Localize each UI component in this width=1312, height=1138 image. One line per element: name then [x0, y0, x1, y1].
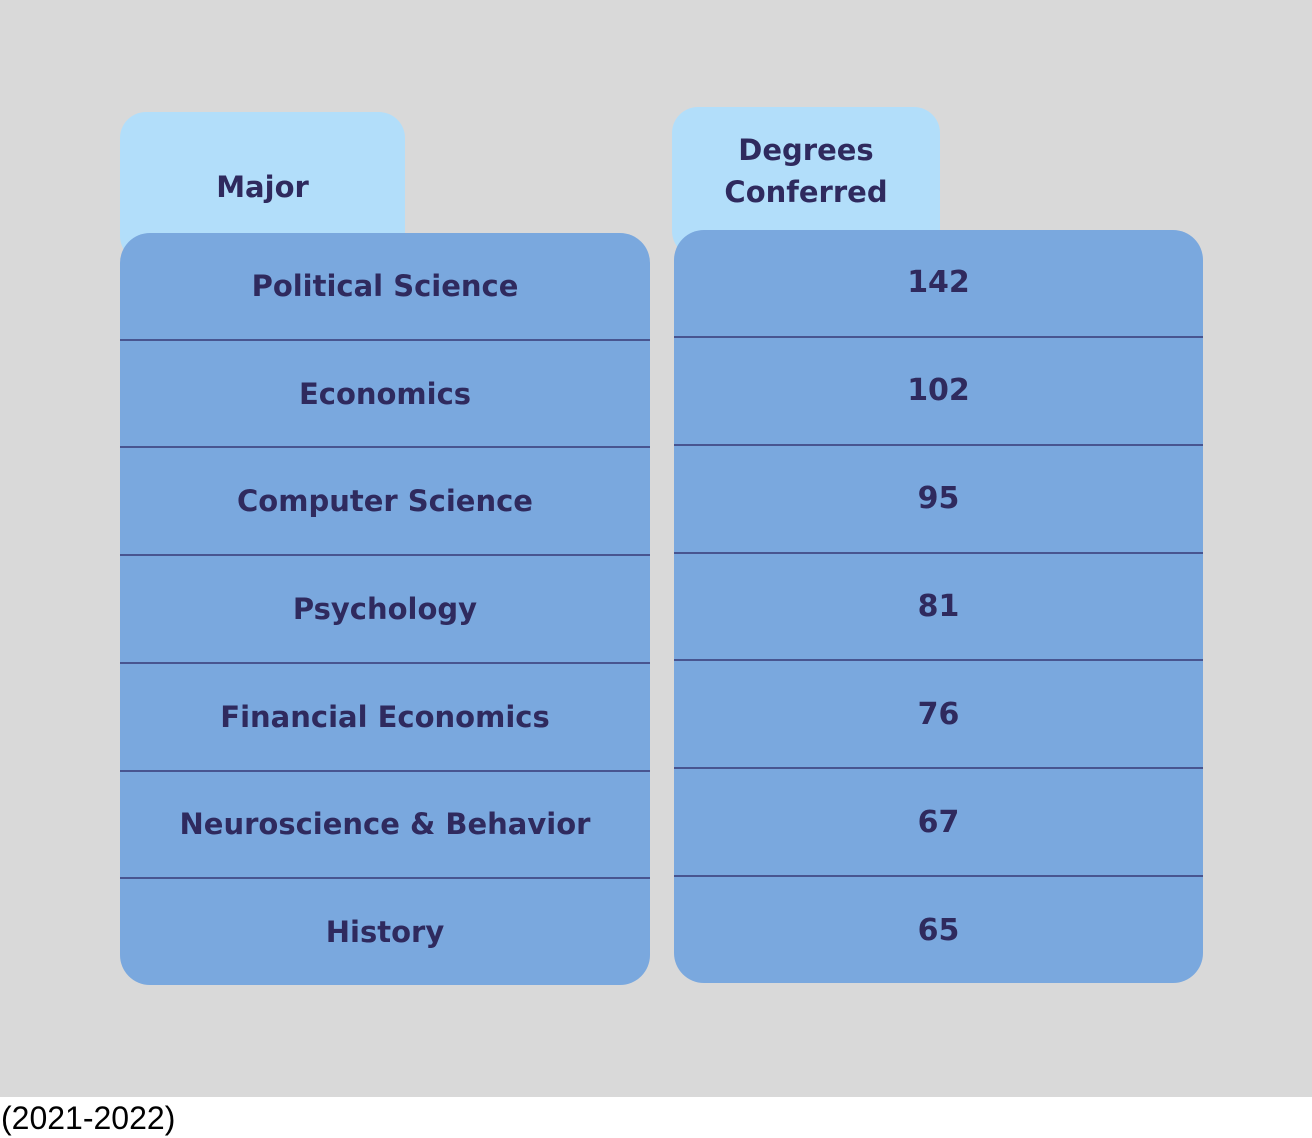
degrees-cell: 81	[917, 589, 960, 624]
table-row: Economics	[120, 341, 650, 449]
table-row: 142	[674, 230, 1203, 338]
major-cell: Psychology	[292, 592, 478, 627]
degrees-cell: 76	[917, 696, 960, 732]
major-column: Political Science Economics Computer Sci…	[120, 233, 650, 985]
table-row: 76	[674, 661, 1203, 770]
table-row: Computer Science	[120, 448, 650, 557]
degrees-cell: 65	[917, 912, 960, 948]
table-row: Neuroscience & Behavior	[120, 772, 650, 880]
major-cell: Neuroscience & Behavior	[179, 807, 591, 842]
table-row: Financial Economics	[120, 664, 650, 772]
degrees-cell: 67	[917, 804, 960, 840]
major-cell: Computer Science	[237, 484, 533, 519]
footer-strip: (2021-2022)	[0, 1097, 1312, 1138]
degrees-cell: 95	[917, 481, 960, 517]
major-cell: Political Science	[251, 268, 519, 303]
major-cell: History	[325, 915, 445, 950]
table-row: Political Science	[120, 233, 650, 341]
table-row: 81	[674, 554, 1203, 662]
table-row: 95	[674, 446, 1203, 554]
degrees-header-label: Degrees Conferred	[724, 132, 888, 209]
degrees-cell: 142	[907, 265, 970, 301]
degrees-cell: 102	[907, 373, 970, 409]
table-row: 67	[674, 769, 1203, 878]
table-row: Psychology	[120, 556, 650, 664]
table-row: History	[120, 879, 650, 985]
table-row: 102	[674, 338, 1203, 446]
table-row: 65	[674, 877, 1203, 983]
degrees-column: 142 102 95 81 76 67 65	[674, 230, 1203, 983]
major-cell: Financial Economics	[220, 699, 550, 734]
major-cell: Economics	[298, 376, 472, 411]
major-header-label: Major	[216, 169, 309, 204]
year-caption: (2021-2022)	[1, 1099, 176, 1136]
